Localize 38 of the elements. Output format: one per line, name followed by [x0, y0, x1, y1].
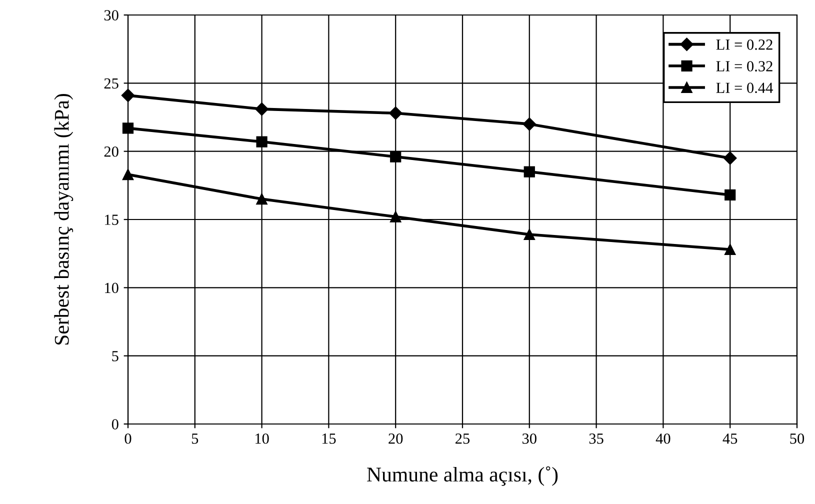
x-axis-title: Numune alma açısı, (˚)	[367, 466, 558, 486]
point	[389, 106, 402, 120]
point	[524, 228, 535, 240]
x-tick-label: 15	[322, 434, 336, 444]
y-tick-label: 25	[104, 78, 118, 89]
point	[390, 151, 402, 162]
point	[724, 189, 736, 201]
legend-label: LI = 0.32	[716, 61, 772, 72]
point	[524, 166, 535, 178]
y-tick-label: 10	[105, 282, 118, 294]
y-tick-label: 5	[112, 351, 118, 362]
point	[724, 244, 736, 256]
y-axis-title: Serbest basınç dayanımı (kPa)	[54, 94, 74, 345]
x-tick-label: 30	[522, 433, 536, 444]
x-tick-label: 40	[656, 433, 670, 444]
point	[390, 211, 402, 222]
point	[724, 152, 737, 165]
legend-label: LI = 0.44	[716, 82, 773, 94]
y-tick-label: 30	[104, 10, 118, 20]
point	[121, 88, 135, 102]
y-tick-label: 0	[112, 419, 118, 430]
y-tick-label: 20	[104, 146, 118, 157]
legend-label: LI = 0.22	[716, 40, 772, 50]
point	[256, 193, 268, 205]
x-tick-label: 45	[722, 434, 738, 444]
x-tick-label: 5	[192, 434, 198, 444]
x-tick-label: 25	[456, 434, 470, 444]
point	[122, 122, 134, 134]
x-tick-label: 0	[124, 433, 132, 444]
point	[522, 117, 536, 131]
x-tick-label: 10	[256, 433, 269, 444]
point	[255, 102, 268, 116]
x-tick-label: 35	[589, 434, 604, 444]
point	[122, 168, 134, 180]
x-tick-label: 50	[790, 433, 804, 444]
y-tick-label: 15	[105, 214, 118, 225]
point	[256, 136, 268, 148]
x-tick-label: 20	[388, 433, 403, 444]
